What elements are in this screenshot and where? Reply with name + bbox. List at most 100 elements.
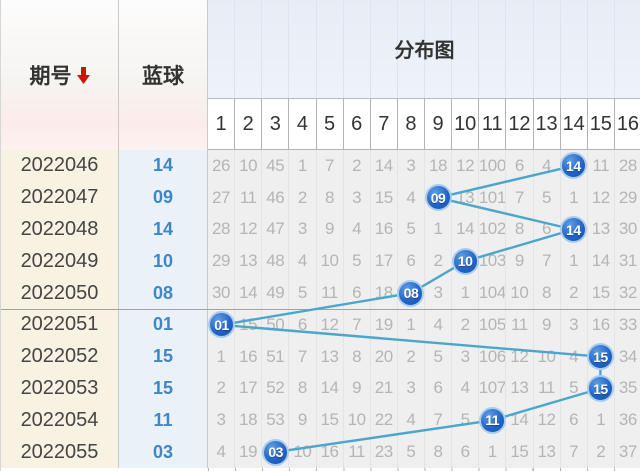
- miss-count-cell: 11: [532, 372, 560, 405]
- issue-number: 2022054: [20, 408, 99, 431]
- blue-ball-value: 08: [152, 282, 174, 303]
- miss-count-cell: 35: [613, 372, 640, 405]
- miss-count-cell: 20: [369, 340, 397, 373]
- miss-count-cell: 6: [451, 436, 478, 468]
- ball-column-header-10: 10: [451, 99, 478, 149]
- blue-ball-value: 10: [152, 250, 174, 271]
- miss-count-cell: 49: [261, 277, 288, 309]
- miss-count-cell: 12: [315, 308, 343, 341]
- miss-count-cell: 7: [342, 308, 370, 341]
- ball-column-header-2: 2: [234, 99, 261, 149]
- miss-count-cell: 6: [424, 372, 451, 405]
- chart-header-column-cell: [261, 0, 288, 98]
- table-row: 29 13 48 4 10 5 17 6 2 103 9 7 1 14 31: [208, 245, 640, 278]
- chart-header-column-cell: [613, 0, 640, 98]
- miss-count-cell: 6: [396, 245, 424, 278]
- miss-count-cell: 12: [505, 340, 532, 373]
- miss-count-cell: 103: [478, 245, 505, 278]
- miss-count-cell: 37: [613, 436, 640, 468]
- miss-count-cell: 6: [505, 150, 532, 182]
- issue-header-label: 期号: [29, 65, 72, 88]
- miss-count-cell: 4: [342, 213, 370, 246]
- miss-count-cell: [478, 404, 505, 437]
- issue-column-header[interactable]: 期号: [1, 0, 119, 150]
- table-row: 2 17 52 8 14 9 21 3 6 4 107 13 11 5 35: [208, 372, 640, 405]
- blue-ball-value: 11: [153, 409, 173, 430]
- issue-number: 2022052: [20, 345, 99, 368]
- issue-number: 2022047: [20, 186, 99, 209]
- group-separator-line: [1, 309, 640, 310]
- ball-column-header-13: 13: [532, 99, 560, 149]
- miss-count-cell: 100: [478, 150, 505, 182]
- miss-count-cell: 8: [505, 213, 532, 246]
- ball-column-header-6: 6: [342, 99, 370, 149]
- miss-count-cell: 3: [216, 410, 226, 430]
- chart-header-column-cell: [288, 0, 315, 98]
- miss-count-cell: 16: [234, 340, 261, 373]
- miss-count-cell: 4: [288, 245, 315, 278]
- miss-count-cell: 16: [315, 436, 343, 468]
- ball-column-header-3: 3: [261, 99, 288, 149]
- miss-count-cell: 8: [424, 436, 451, 468]
- miss-count-cell: 3: [424, 277, 451, 309]
- miss-count-cell: 31: [613, 245, 640, 278]
- miss-count-cell: 52: [261, 372, 288, 405]
- miss-count-cell: 11: [505, 308, 532, 341]
- miss-count-cell: 5: [288, 277, 315, 309]
- ball-column-header-12: 12: [505, 99, 532, 149]
- chart-header-column-lines: [208, 0, 640, 98]
- blue-ball-value: 09: [152, 187, 174, 208]
- miss-count-cell: 9: [505, 245, 532, 278]
- ball-column-header-1: 1: [215, 112, 227, 135]
- miss-count-cell: 50: [261, 308, 288, 341]
- chart-header-column-cell: [478, 0, 505, 98]
- miss-count-cell: 15: [234, 308, 261, 341]
- miss-count-cell: 10: [505, 277, 532, 309]
- ball-column-header-7: 7: [369, 99, 397, 149]
- chart-header-column-cell: [315, 0, 343, 98]
- miss-count-cell: 19: [234, 436, 261, 468]
- miss-count-cell: 9: [288, 404, 315, 437]
- issue-number: 2022046: [20, 154, 99, 177]
- miss-count-cell: 2: [451, 308, 478, 341]
- miss-count-cell: [261, 436, 288, 468]
- miss-count-cell: 3: [342, 181, 370, 214]
- miss-count-cell: 6: [342, 277, 370, 309]
- miss-count-cell: 13: [234, 245, 261, 278]
- chart-header-column-cell: [369, 0, 397, 98]
- ball-column-header-11: 11: [478, 99, 505, 149]
- miss-count-cell: 1: [216, 346, 226, 366]
- miss-count-cell: 3: [396, 150, 424, 182]
- miss-count-cell: 33: [613, 308, 640, 341]
- miss-count-cell: 1: [478, 436, 505, 468]
- miss-count-cell: 47: [261, 213, 288, 246]
- blue-ball-value: 15: [152, 346, 174, 367]
- miss-count-cell: 12: [532, 404, 560, 437]
- issue-number: 2022050: [20, 281, 99, 304]
- miss-count-cell: 8: [532, 277, 560, 309]
- issue-number: 2022053: [20, 376, 99, 399]
- miss-count-cell: 21: [369, 372, 397, 405]
- miss-count-cell: 14: [451, 213, 478, 246]
- miss-count-cell: 19: [369, 308, 397, 341]
- chart-header-column-cell: [234, 0, 261, 98]
- miss-count-cell: 13: [586, 213, 614, 246]
- miss-count-cell: 2: [424, 245, 451, 278]
- miss-count-cell: 3: [288, 213, 315, 246]
- table-row: 1 16 51 7 13 8 20 2 5 3 106 12 10 4 34: [208, 340, 640, 373]
- miss-count-cell: 29: [212, 251, 231, 271]
- miss-count-cell: 5: [424, 340, 451, 373]
- miss-count-cell: 17: [369, 245, 397, 278]
- miss-count-cell: 10: [342, 404, 370, 437]
- miss-count-cell: 3: [451, 340, 478, 373]
- miss-count-cell: 2: [586, 436, 614, 468]
- miss-count-cell: 29: [613, 181, 640, 214]
- miss-count-cell: 46: [261, 181, 288, 214]
- chart-header-column-cell: [532, 0, 560, 98]
- miss-count-cell: [586, 372, 614, 405]
- miss-count-cell: 2: [288, 181, 315, 214]
- miss-count-cell: 30: [613, 213, 640, 246]
- miss-count-cell: 8: [288, 372, 315, 405]
- miss-count-cell: 7: [532, 245, 560, 278]
- miss-count-cell: 3: [559, 308, 587, 341]
